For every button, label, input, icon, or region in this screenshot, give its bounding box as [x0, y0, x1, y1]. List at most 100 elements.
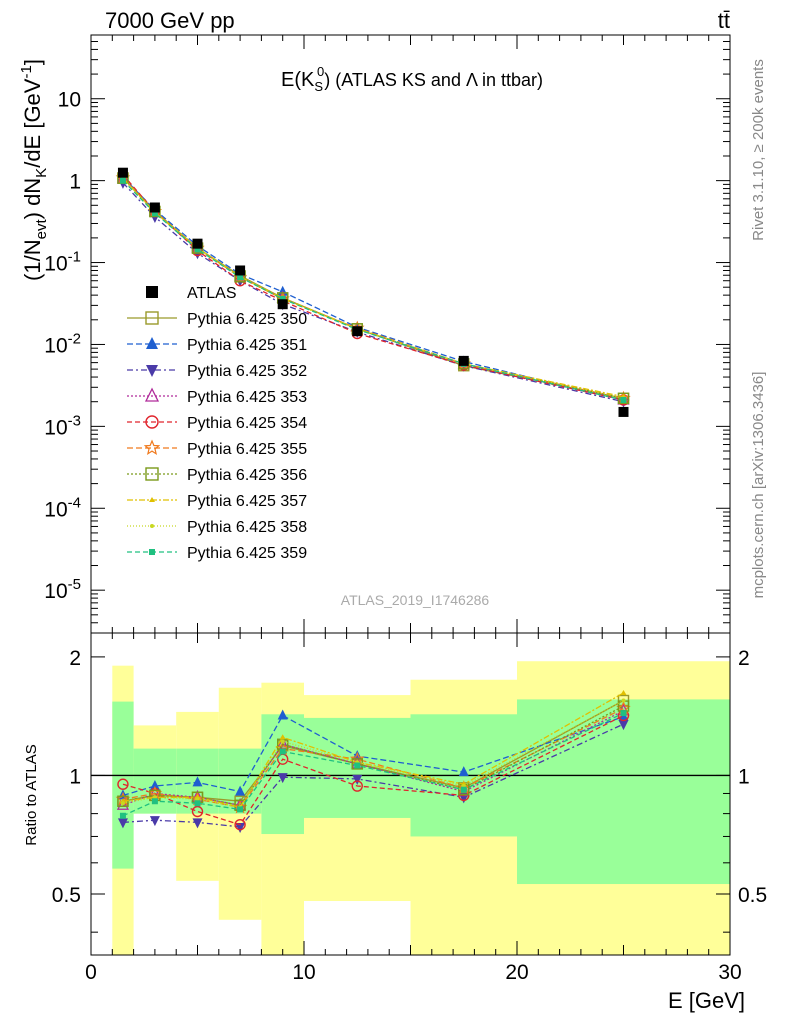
- y-tick-label: 10-3: [44, 412, 81, 439]
- ratio-point: [192, 776, 203, 787]
- ratio-point: [234, 818, 246, 831]
- legend-marker: [149, 549, 155, 555]
- legend-entry: Pythia 6.425 351: [127, 337, 307, 354]
- legend-entry: Pythia 6.425 358: [127, 519, 307, 536]
- energy-label: 7000 GeV pp: [105, 8, 235, 33]
- ratio-point: [116, 797, 130, 810]
- series-line: [122, 177, 624, 399]
- ratio-line: [122, 712, 624, 817]
- y-tick-base: 10: [44, 416, 67, 439]
- y-tick-exp: -1: [68, 249, 81, 266]
- data-point: [352, 326, 363, 337]
- legend-marker: [143, 439, 161, 455]
- ratio-y-tick-label-left: 2: [69, 647, 81, 670]
- x-axis-label: E [GeV]: [668, 988, 745, 1013]
- legend-entry: Pythia 6.425 350: [127, 311, 307, 328]
- ratio-line: [122, 699, 624, 809]
- ratio-point: [352, 774, 363, 785]
- data-point: [458, 355, 469, 366]
- y-tick-base: 10: [44, 253, 67, 276]
- y-tick-base: 10: [58, 89, 81, 112]
- ratio-point: [191, 805, 204, 818]
- ratio-point: [277, 773, 288, 784]
- ratio-point: [354, 762, 361, 769]
- ratio-y-tick-label-left: 1: [69, 765, 81, 788]
- ratio-point: [120, 801, 125, 806]
- ratio-point: [149, 780, 160, 791]
- y-tick-label: 1: [69, 171, 81, 194]
- data-point: [277, 299, 288, 310]
- ylabel-part: K: [33, 168, 50, 178]
- legend-entry: Pythia 6.425 359: [127, 545, 307, 562]
- main-y-ticks: [90, 34, 731, 634]
- ratio-y-tick-label-right: 1: [738, 765, 750, 788]
- data-point: [192, 238, 203, 249]
- legend-entry: ATLAS: [146, 285, 237, 302]
- legend-label: Pythia 6.425 355: [187, 441, 307, 458]
- y-tick-label: 10-2: [44, 330, 81, 357]
- data-point: [149, 202, 160, 213]
- data-point: [119, 177, 126, 184]
- legend-marker: [146, 337, 158, 349]
- rivet-label: Rivet 3.1.10, ≥ 200k events: [750, 59, 767, 241]
- series-line: [122, 176, 624, 401]
- legend: ATLAS Pythia 6.425 350 Pythia 6.425 351 Pyt…: [127, 285, 307, 562]
- data-point: [117, 167, 128, 178]
- y-tick-base: 10: [44, 580, 67, 603]
- data-point: [620, 396, 627, 403]
- title-main: E(K: [281, 69, 315, 91]
- legend-marker: [144, 387, 160, 402]
- legend-entry: Pythia 6.425 355: [127, 439, 307, 458]
- ylabel-part: evt: [33, 219, 50, 240]
- x-tick-label: 20: [505, 961, 528, 984]
- ratio-y-tick-label-left: 0.5: [52, 884, 81, 907]
- main-title: E(KS0) (ATLAS KS and Λ in ttbar): [281, 64, 543, 94]
- data-point: [618, 406, 629, 417]
- ratio-point: [620, 710, 627, 717]
- ratio-point: [149, 816, 160, 827]
- legend-entry: Pythia 6.425 353: [127, 387, 307, 406]
- title-rest: ) (ATLAS KS and Λ in ttbar): [324, 70, 543, 90]
- ylabel-part: -1: [18, 65, 35, 78]
- legend-label: Pythia 6.425 357: [187, 493, 307, 510]
- ratio-point: [237, 806, 244, 813]
- ylabel-part: (1/N: [20, 239, 45, 281]
- x-tick-label: 30: [718, 961, 741, 984]
- legend-entry: Pythia 6.425 356: [127, 467, 307, 484]
- ratio-point: [194, 800, 201, 807]
- series-line: [122, 180, 624, 401]
- ratio-point: [235, 785, 246, 796]
- legend-label: Pythia 6.425 350: [187, 311, 307, 328]
- legend-label: Pythia 6.425 352: [187, 363, 307, 380]
- ratio-series-pythia-6-425-358: [120, 698, 626, 810]
- legend-entry: Pythia 6.425 357: [127, 493, 307, 510]
- x-tick-label: 10: [292, 961, 315, 984]
- ylabel-part: /dE [GeV: [20, 78, 45, 168]
- inner-band: [517, 699, 730, 885]
- y-tick-label: 10-1: [44, 249, 81, 276]
- ratio-point: [192, 818, 203, 829]
- ratio-ylabel: Ratio to ATLAS: [23, 744, 40, 845]
- data-point: [194, 246, 201, 253]
- data-point: [617, 392, 630, 405]
- ratio-point: [621, 698, 626, 703]
- ratio-point: [279, 748, 286, 755]
- legend-marker: [146, 286, 158, 298]
- y-tick-label: 10: [58, 89, 81, 112]
- ratio-point: [458, 766, 469, 777]
- legend-marker: [150, 524, 154, 528]
- legend-marker: [145, 415, 159, 429]
- ratio-point: [117, 778, 129, 790]
- main-frame: [90, 34, 731, 634]
- ratio-point: [117, 818, 128, 829]
- ratio-line: [122, 714, 624, 826]
- y-tick-exp: -5: [68, 576, 81, 593]
- series-atlas: [117, 167, 629, 417]
- legend-label: Pythia 6.425 359: [187, 545, 307, 562]
- legend-marker: [145, 467, 159, 481]
- x-tick-label: 0: [85, 961, 97, 984]
- y-tick-base: 10: [44, 334, 67, 357]
- data-point: [235, 265, 246, 276]
- ratio-series-pythia-6-425-359: [119, 710, 627, 819]
